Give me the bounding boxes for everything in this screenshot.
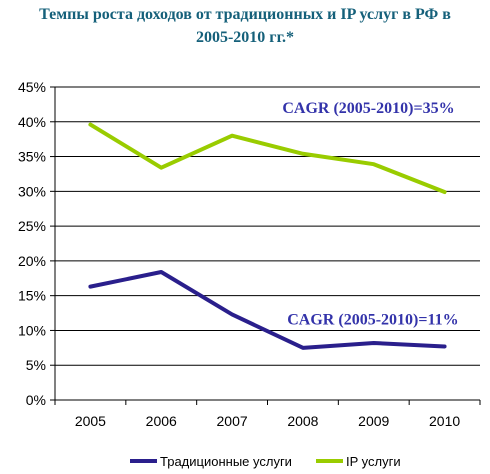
series-line-ip bbox=[88, 122, 447, 195]
legend-label: Традиционные услуги bbox=[160, 454, 292, 469]
axes bbox=[54, 87, 480, 401]
x-tick-label: 2009 bbox=[358, 413, 389, 429]
y-tick-label: 45% bbox=[18, 79, 46, 95]
y-tick-label: 5% bbox=[26, 357, 46, 373]
series-line-traditional bbox=[88, 270, 447, 350]
x-tick-label: 2008 bbox=[287, 413, 318, 429]
y-tick-label: 30% bbox=[18, 183, 46, 199]
x-tick-label: 2005 bbox=[75, 413, 106, 429]
series-lines bbox=[88, 122, 447, 350]
y-tick-label: 0% bbox=[26, 392, 46, 408]
y-tick-label: 25% bbox=[18, 218, 46, 234]
legend: Традиционные услуги IP услуги bbox=[130, 454, 401, 469]
y-tick-label: 20% bbox=[18, 253, 46, 269]
chart-title: Темпы роста доходов от традиционных и IP… bbox=[0, 3, 490, 49]
x-tick-label: 2007 bbox=[217, 413, 248, 429]
y-tick-label: 40% bbox=[18, 114, 46, 130]
chart-title-line-2: 2005-2010 гг.* bbox=[195, 29, 295, 46]
x-tick-label: 2006 bbox=[146, 413, 177, 429]
y-tick-label: 35% bbox=[18, 149, 46, 165]
cagr-annotation-1: CAGR (2005-2010)=35% bbox=[282, 100, 454, 117]
chart-title-line-1: Темпы роста доходов от традиционных и IP… bbox=[39, 6, 451, 23]
x-axis-ticks: 2005 2006 2007 2008 2009 2010 bbox=[54, 400, 481, 429]
y-tick-label: 15% bbox=[18, 288, 46, 304]
y-axis-ticks: 0% 5% 10% 15% 20% 25% 30% 35% 40% 45% bbox=[18, 79, 55, 408]
grid-lines bbox=[55, 86, 480, 366]
x-tick-label: 2010 bbox=[429, 413, 460, 429]
legend-label: IP услуги bbox=[346, 454, 401, 469]
annotations: CAGR (2005-2010)=35% CAGR (2005-2010)=11% bbox=[282, 100, 458, 328]
y-tick-label: 10% bbox=[18, 322, 46, 338]
cagr-annotation-2: CAGR (2005-2010)=11% bbox=[287, 311, 458, 328]
